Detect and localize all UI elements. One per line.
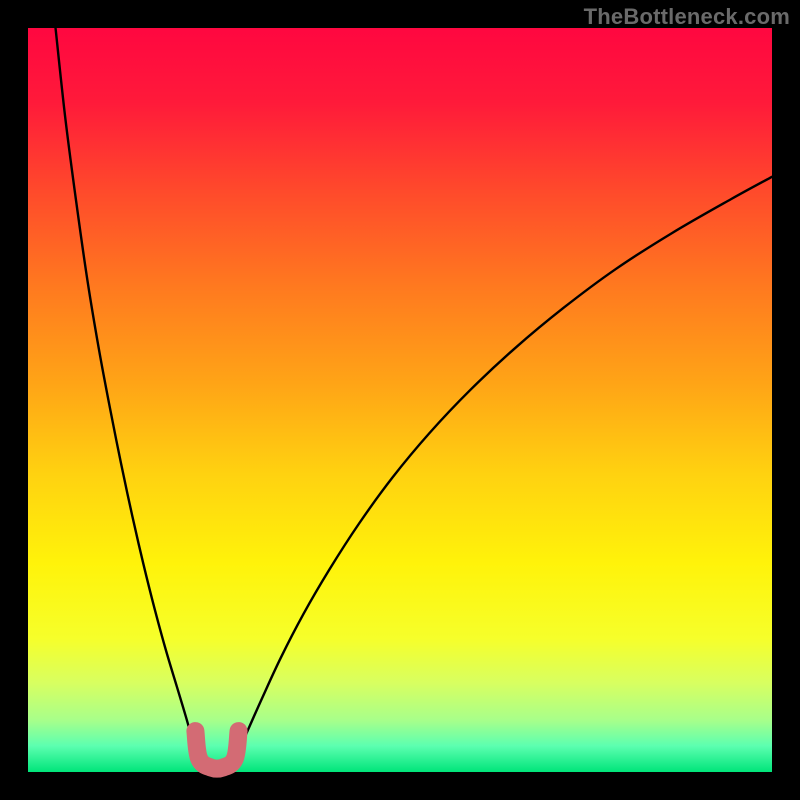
watermark-text: TheBottleneck.com	[584, 4, 790, 30]
plot-background	[28, 28, 772, 772]
bottleneck-chart	[0, 0, 800, 800]
chart-container: TheBottleneck.com	[0, 0, 800, 800]
